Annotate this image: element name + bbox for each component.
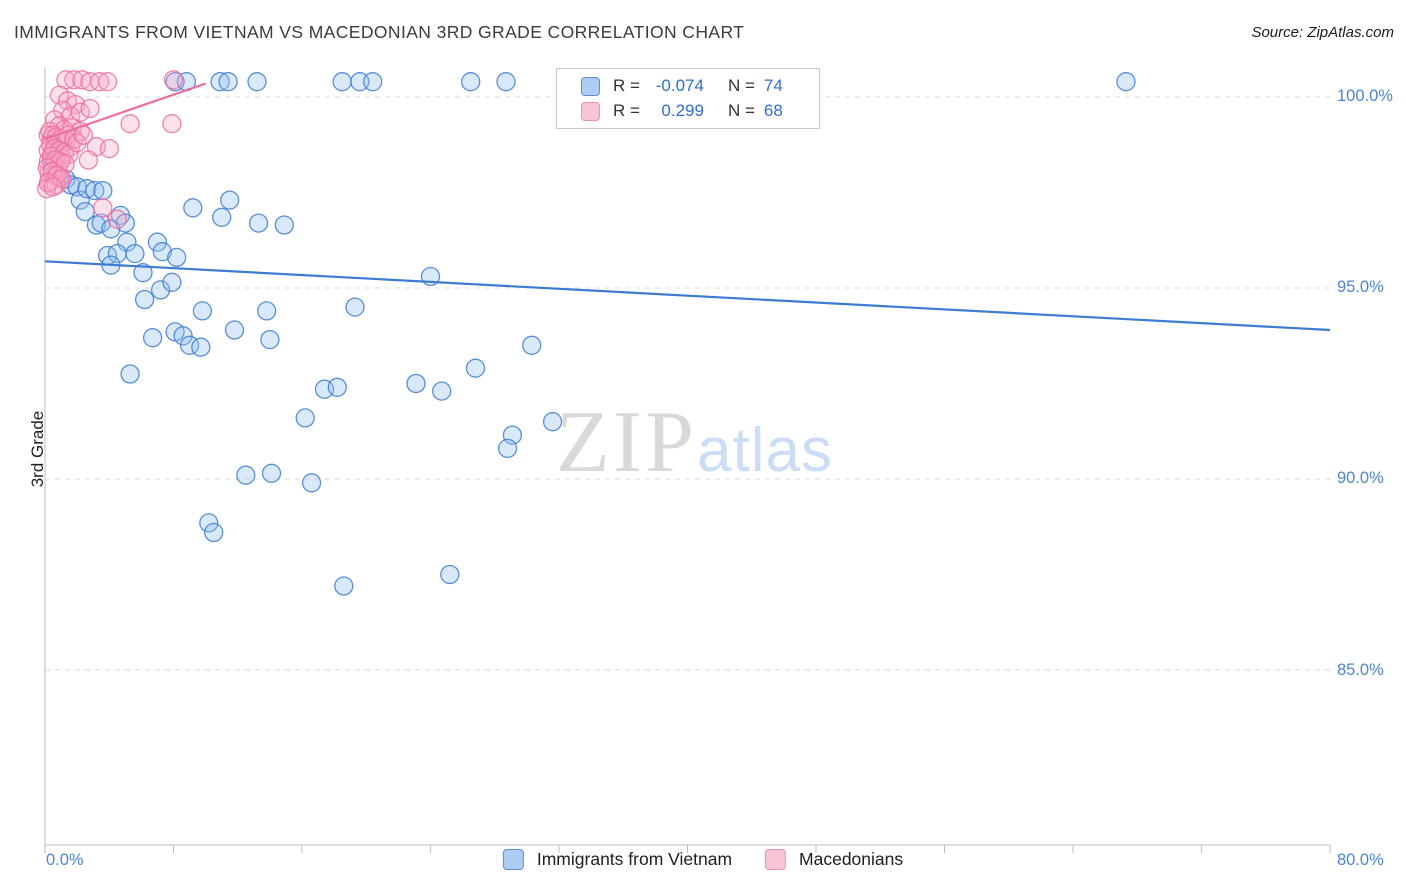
watermark-zip: ZIP — [556, 394, 697, 491]
vietnam-point — [327, 377, 347, 397]
vietnam-point — [77, 179, 97, 199]
x-axis-label-max: 80.0% — [1337, 851, 1384, 869]
vietnam-point — [204, 522, 224, 543]
vietnam-point — [440, 564, 460, 585]
vietnam-legend-label: Immigrants from Vietnam — [536, 849, 733, 869]
watermark-atlas: atlas — [697, 416, 833, 485]
vietnam-point — [91, 213, 111, 233]
macedonian-swatch — [581, 101, 600, 121]
vietnam-point — [224, 320, 245, 340]
r-label: R = — [613, 101, 640, 120]
macedonian-point — [107, 209, 127, 229]
legend-box: R = -0.074 N = 74 R = 0.299 N = 68 — [556, 68, 820, 129]
vietnam-point — [247, 72, 267, 92]
vietnam-point — [496, 72, 516, 92]
vietnam-point — [274, 215, 294, 235]
vietnam-point — [345, 297, 365, 317]
vietnam-legend-swatch — [502, 849, 524, 870]
y-axis-tick-label-90: 90.0% — [1337, 469, 1384, 487]
vietnam-point — [167, 247, 187, 268]
vietnam-point — [93, 180, 113, 201]
vietnam-point — [183, 198, 203, 218]
x-axis-label-min: 0.0% — [46, 851, 84, 869]
vietnam-point — [497, 438, 518, 459]
vietnam-point — [147, 232, 168, 252]
vietnam-point — [334, 576, 354, 596]
vietnam-point — [142, 328, 163, 348]
n-value-vietnam: 74 — [763, 76, 783, 95]
macedonian-point — [64, 70, 84, 90]
macedonian-point — [67, 133, 87, 153]
macedonian-point — [89, 72, 110, 92]
vietnam-point — [332, 72, 352, 92]
macedonian-point — [97, 72, 118, 92]
vietnam-point — [236, 465, 256, 485]
vietnam-point — [133, 263, 153, 283]
macedonian-legend-swatch — [765, 849, 787, 870]
vietnam-point — [406, 373, 426, 394]
vietnam-point — [192, 301, 213, 321]
vietnam-swatch — [581, 76, 600, 96]
y-axis-tick-label-85: 85.0% — [1337, 661, 1384, 679]
vietnam-point — [120, 364, 140, 384]
vietnam-point — [162, 272, 182, 292]
macedonian-point — [80, 98, 100, 119]
watermark: ZIPatlas — [556, 392, 833, 493]
vietnam-point — [220, 190, 240, 210]
macedonian-point — [93, 198, 113, 218]
macedonian-point — [120, 114, 140, 134]
vietnam-point — [199, 513, 219, 533]
vietnam-point — [465, 358, 486, 378]
macedonian-trendline — [44, 82, 206, 141]
macedonian-point — [70, 102, 90, 122]
vietnam-point — [248, 213, 269, 233]
macedonian-point — [99, 138, 119, 159]
vietnam-point — [542, 412, 563, 432]
vietnam-point — [125, 243, 145, 264]
n-value-macedonian: 68 — [763, 101, 783, 120]
macedonian-point — [43, 177, 63, 197]
macedonian-legend-label: Macedonians — [799, 849, 904, 869]
legend-row-vietnam: R = -0.074 N = 74 — [557, 76, 819, 96]
vietnam-point — [150, 280, 171, 300]
n-label: N = — [727, 76, 755, 95]
macedonian-point — [163, 70, 184, 90]
vietnam-point — [173, 326, 193, 346]
vietnam-trendline — [44, 260, 1331, 332]
vietnam-point — [522, 335, 542, 355]
vietnam-point — [152, 242, 172, 262]
vietnam-point — [363, 72, 383, 92]
vietnam-point — [134, 289, 155, 310]
vietnam-point — [212, 207, 232, 227]
macedonian-point — [162, 114, 182, 134]
page-title: IMMIGRANTS FROM VIETNAM VS MACEDONIAN 3R… — [14, 22, 745, 42]
y-axis-tick-label-95: 95.0% — [1337, 278, 1384, 296]
vietnam-point — [260, 329, 280, 350]
vietnam-point — [1116, 72, 1136, 92]
legend-row-macedonian: R = 0.299 N = 68 — [557, 101, 819, 121]
vietnam-point — [295, 408, 315, 428]
vietnam-point — [101, 219, 121, 239]
vietnam-point — [432, 381, 452, 401]
r-label: R = — [613, 76, 640, 95]
vietnam-point — [257, 301, 277, 321]
vietnam-point — [218, 72, 238, 92]
bottom-legend: Immigrants from Vietnam Macedonians — [502, 849, 904, 870]
vietnam-point — [210, 72, 230, 92]
r-value-macedonian: 0.299 — [661, 101, 704, 120]
y-axis-tick-label-100: 100.0% — [1337, 87, 1393, 105]
vietnam-point — [191, 337, 211, 357]
vietnam-point — [301, 473, 322, 493]
vietnam-point — [261, 463, 282, 483]
vietnam-point — [85, 180, 105, 201]
source-attribution: Source: ZipAtlas.com — [1251, 24, 1394, 41]
r-value-vietnam: -0.074 — [655, 76, 704, 95]
n-label: N = — [727, 101, 755, 120]
macedonian-point — [78, 150, 99, 170]
vietnam-point — [461, 72, 481, 92]
vietnam-point — [70, 190, 90, 210]
